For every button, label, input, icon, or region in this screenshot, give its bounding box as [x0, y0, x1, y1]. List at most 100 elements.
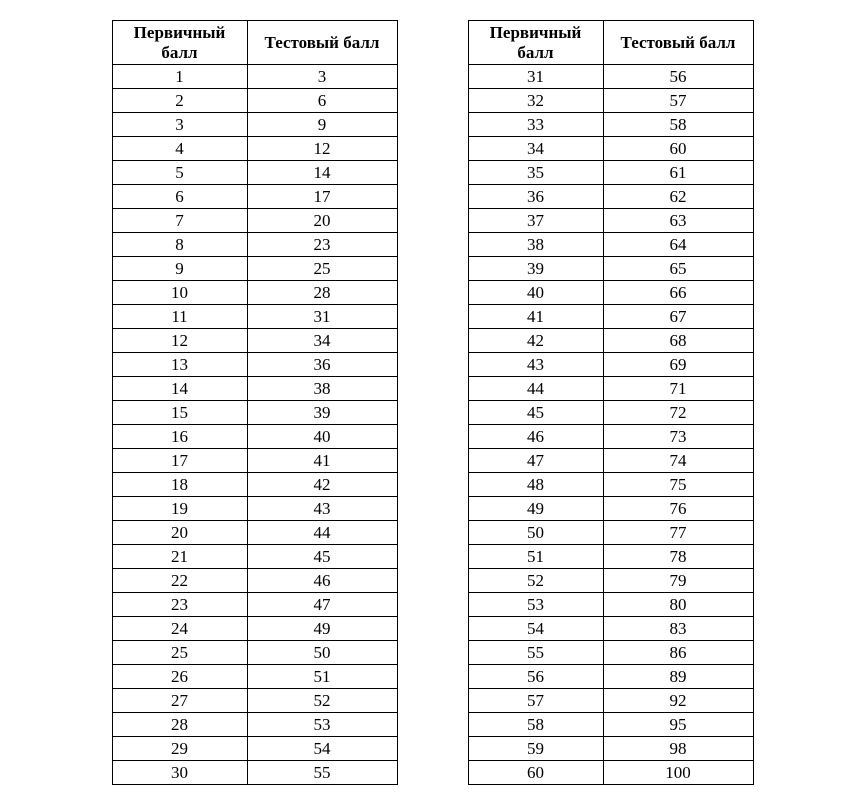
cell-primary-score: 57 [468, 689, 603, 713]
cell-primary-score: 12 [112, 329, 247, 353]
cell-primary-score: 8 [112, 233, 247, 257]
page-content: Первичный балл Тестовый балл 13263941251… [0, 0, 865, 805]
cell-primary-score: 4 [112, 137, 247, 161]
table-row: 925 [112, 257, 397, 281]
cell-test-score: 83 [603, 617, 753, 641]
cell-test-score: 71 [603, 377, 753, 401]
cell-primary-score: 50 [468, 521, 603, 545]
cell-primary-score: 42 [468, 329, 603, 353]
cell-test-score: 45 [247, 545, 397, 569]
cell-test-score: 75 [603, 473, 753, 497]
table-row: 4673 [468, 425, 753, 449]
cell-test-score: 67 [603, 305, 753, 329]
score-tables-container: Первичный балл Тестовый балл 13263941251… [50, 20, 815, 785]
cell-primary-score: 60 [468, 761, 603, 785]
cell-test-score: 46 [247, 569, 397, 593]
cell-primary-score: 36 [468, 185, 603, 209]
cell-primary-score: 47 [468, 449, 603, 473]
table-row: 2347 [112, 593, 397, 617]
column-header-primary: Первичный балл [468, 21, 603, 65]
cell-test-score: 78 [603, 545, 753, 569]
cell-primary-score: 3 [112, 113, 247, 137]
cell-test-score: 53 [247, 713, 397, 737]
cell-primary-score: 5 [112, 161, 247, 185]
cell-test-score: 63 [603, 209, 753, 233]
cell-test-score: 79 [603, 569, 753, 593]
cell-primary-score: 19 [112, 497, 247, 521]
cell-primary-score: 2 [112, 89, 247, 113]
cell-test-score: 3 [247, 65, 397, 89]
cell-primary-score: 41 [468, 305, 603, 329]
cell-primary-score: 11 [112, 305, 247, 329]
cell-test-score: 74 [603, 449, 753, 473]
table-row: 2954 [112, 737, 397, 761]
cell-primary-score: 55 [468, 641, 603, 665]
table-row: 823 [112, 233, 397, 257]
table-row: 4875 [468, 473, 753, 497]
cell-test-score: 9 [247, 113, 397, 137]
cell-primary-score: 1 [112, 65, 247, 89]
cell-primary-score: 54 [468, 617, 603, 641]
cell-primary-score: 30 [112, 761, 247, 785]
table-row: 5483 [468, 617, 753, 641]
table-row: 2145 [112, 545, 397, 569]
cell-test-score: 64 [603, 233, 753, 257]
cell-test-score: 100 [603, 761, 753, 785]
cell-primary-score: 9 [112, 257, 247, 281]
cell-test-score: 47 [247, 593, 397, 617]
table-row: 2449 [112, 617, 397, 641]
cell-test-score: 69 [603, 353, 753, 377]
cell-primary-score: 51 [468, 545, 603, 569]
table-row: 4066 [468, 281, 753, 305]
cell-test-score: 44 [247, 521, 397, 545]
cell-test-score: 14 [247, 161, 397, 185]
cell-test-score: 12 [247, 137, 397, 161]
cell-primary-score: 28 [112, 713, 247, 737]
table-row: 1336 [112, 353, 397, 377]
cell-primary-score: 26 [112, 665, 247, 689]
cell-primary-score: 46 [468, 425, 603, 449]
table-row: 3864 [468, 233, 753, 257]
cell-primary-score: 25 [112, 641, 247, 665]
cell-test-score: 31 [247, 305, 397, 329]
table-row: 1131 [112, 305, 397, 329]
cell-test-score: 36 [247, 353, 397, 377]
cell-test-score: 72 [603, 401, 753, 425]
cell-primary-score: 18 [112, 473, 247, 497]
table-row: 3460 [468, 137, 753, 161]
cell-test-score: 43 [247, 497, 397, 521]
cell-primary-score: 34 [468, 137, 603, 161]
cell-primary-score: 37 [468, 209, 603, 233]
table-row: 5279 [468, 569, 753, 593]
cell-test-score: 55 [247, 761, 397, 785]
table-row: 3965 [468, 257, 753, 281]
table-row: 13 [112, 65, 397, 89]
cell-primary-score: 17 [112, 449, 247, 473]
table-row: 1234 [112, 329, 397, 353]
score-table-left: Первичный балл Тестовый балл 13263941251… [112, 20, 398, 785]
cell-test-score: 61 [603, 161, 753, 185]
cell-test-score: 95 [603, 713, 753, 737]
table-row: 720 [112, 209, 397, 233]
table-header-row: Первичный балл Тестовый балл [112, 21, 397, 65]
table-row: 3662 [468, 185, 753, 209]
cell-test-score: 54 [247, 737, 397, 761]
table-row: 4471 [468, 377, 753, 401]
table-row: 39 [112, 113, 397, 137]
table-row: 4369 [468, 353, 753, 377]
cell-test-score: 17 [247, 185, 397, 209]
table-row: 2550 [112, 641, 397, 665]
cell-test-score: 51 [247, 665, 397, 689]
cell-primary-score: 59 [468, 737, 603, 761]
table-row: 3156 [468, 65, 753, 89]
cell-test-score: 40 [247, 425, 397, 449]
score-table-right: Первичный балл Тестовый балл 31563257335… [468, 20, 754, 785]
table-row: 1943 [112, 497, 397, 521]
table-row: 4572 [468, 401, 753, 425]
cell-test-score: 56 [603, 65, 753, 89]
table-row: 60100 [468, 761, 753, 785]
table-row: 2651 [112, 665, 397, 689]
cell-test-score: 25 [247, 257, 397, 281]
cell-test-score: 92 [603, 689, 753, 713]
cell-test-score: 49 [247, 617, 397, 641]
